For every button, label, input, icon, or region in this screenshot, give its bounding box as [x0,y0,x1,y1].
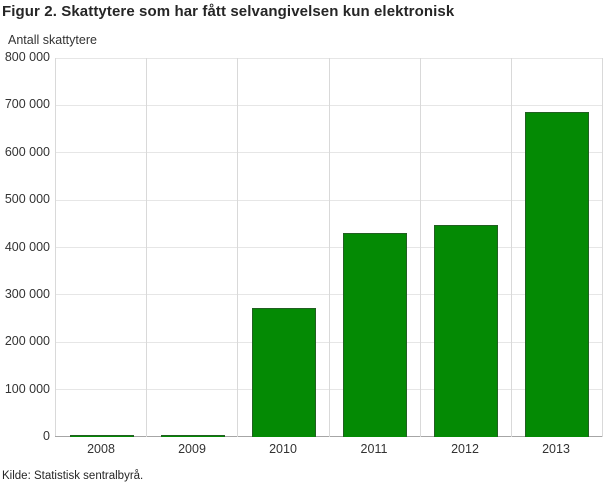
y-tick-label: 100 000 [4,381,50,396]
x-axis-labels: 2008 2009 2010 2011 2012 2013 [55,442,602,460]
bar-2009 [161,435,225,437]
x-tick-label: 2012 [451,442,479,456]
gridline-x [420,58,421,437]
x-tick-label: 2011 [360,442,388,456]
gridline-x [511,58,512,437]
x-tick-label: 2010 [269,442,297,456]
y-axis-labels: 0 100 000 200 000 300 000 400 000 500 000 600 … [0,50,50,443]
source-note: Kilde: Statistisk sentralbyrå. [2,470,144,482]
gridline-x [329,58,330,437]
bar-2012 [434,225,498,437]
plot-area [55,57,603,437]
y-tick-label: 400 000 [4,239,50,254]
y-axis-title: Antall skattytere [8,33,97,47]
y-tick-label: 700 000 [4,97,50,112]
gridline-x [602,58,603,437]
y-tick-label: 800 000 [4,50,50,64]
chart-title: Figur 2. Skattytere som har fått selvang… [2,3,455,20]
bar-2013 [525,112,589,437]
bar-2011 [343,233,407,437]
bar-2010 [252,308,316,437]
x-tick-label: 2009 [178,442,206,456]
y-tick-label: 600 000 [4,144,50,159]
y-tick-label: 0 [43,429,50,443]
y-tick-label: 200 000 [4,334,50,349]
gridline-x [146,58,147,437]
x-tick-label: 2008 [87,442,115,456]
gridline-x [237,58,238,437]
x-tick-label: 2013 [542,442,570,456]
y-tick-label: 500 000 [4,192,50,207]
bar-2008 [70,435,134,437]
y-tick-label: 300 000 [4,286,50,301]
